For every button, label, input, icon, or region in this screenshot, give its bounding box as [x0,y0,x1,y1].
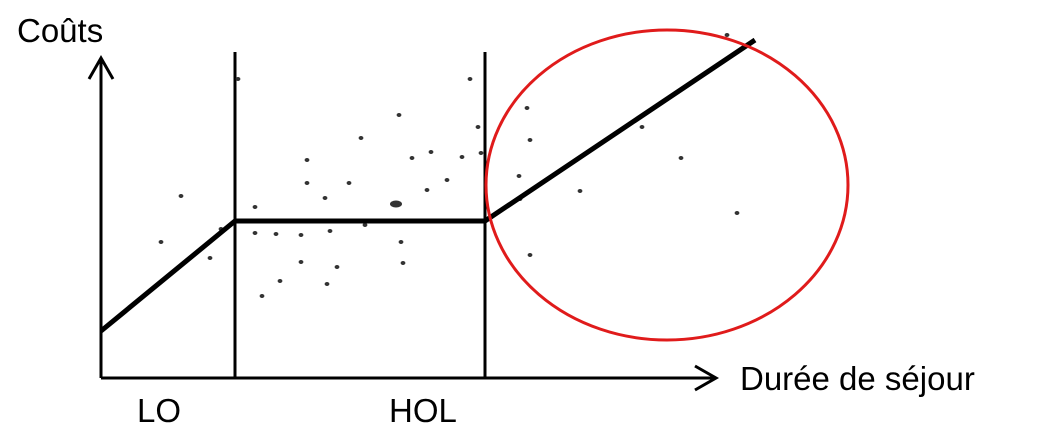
arrow-up-icon [87,54,115,80]
scatter-point [527,253,533,257]
scatter-point [444,178,450,182]
scatter-point [298,260,304,264]
scatter-point [724,33,730,37]
scatter-point [478,151,484,155]
scatter-point [409,156,415,160]
arrow-right-icon [694,364,720,392]
scatter-point [235,77,241,81]
scatter-point [734,211,740,215]
scatter-point [346,181,352,185]
scatter-point [467,77,473,81]
scatter-point [158,240,164,244]
scatter-point [424,188,430,192]
scatter-point [459,155,465,159]
scatter-point [334,265,340,269]
scatter-point [252,205,258,209]
scatter-point [327,229,333,233]
scatter-points [158,33,740,298]
scatter-point [324,282,330,286]
scatter-point [322,196,328,200]
scatter-point [304,158,310,162]
scatter-point-cluster [390,200,402,208]
scatter-point [273,232,279,236]
scatter-point [304,181,310,185]
scatter-point [207,256,213,260]
threshold-lines [233,52,487,378]
scatter-point [524,106,530,110]
scatter-point [678,156,684,160]
scatter-point [527,138,533,142]
scatter-point [639,125,645,129]
scatter-point [398,240,404,244]
scatter-point [252,231,258,235]
scatter-point [577,189,583,193]
scatter-point [428,150,434,154]
cost-curve [99,37,757,333]
scatter-point [298,233,304,237]
outlier-highlight-circle [484,28,850,342]
scatter-point [400,261,406,265]
scatter-point [475,125,481,129]
y-axis-label: Coûts [17,12,103,49]
scatter-point [178,194,184,198]
scatter-point [259,294,265,298]
scatter-point [277,279,283,283]
scatter-point [516,174,522,178]
scatter-point [362,223,368,227]
lo-threshold-label: LO [137,392,181,429]
x-axis-label: Durée de séjour [740,360,975,397]
axes [87,54,720,392]
scatter-point [396,113,402,117]
scatter-point [358,136,364,140]
hol-threshold-label: HOL [389,392,457,429]
